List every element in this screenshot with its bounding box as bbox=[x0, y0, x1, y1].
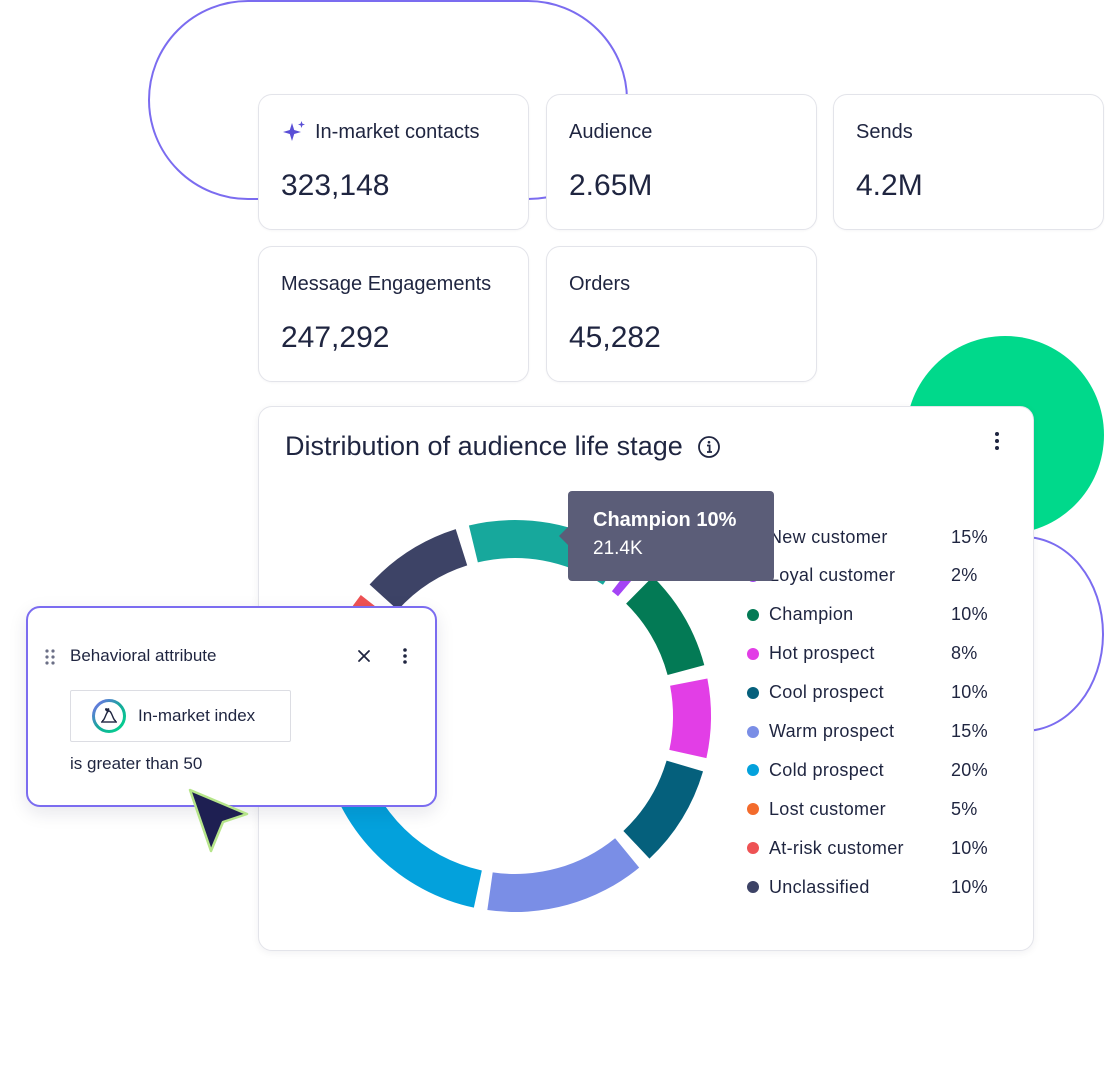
legend-value: 15% bbox=[951, 721, 988, 741]
legend-swatch bbox=[747, 842, 759, 855]
stat-card-in-market-contacts[interactable]: In-market contacts 323,148 bbox=[258, 94, 529, 230]
stat-card-orders[interactable]: Orders 45,282 bbox=[546, 246, 817, 382]
legend-label: Cold prospect bbox=[769, 759, 884, 780]
legend-value: 15% bbox=[951, 526, 988, 547]
legend-item[interactable]: New customer 15% bbox=[747, 523, 1007, 551]
legend-value: 10% bbox=[951, 604, 988, 625]
legend-label: Unclassified bbox=[769, 876, 870, 897]
info-icon[interactable] bbox=[697, 435, 721, 459]
filter-more-options-icon[interactable] bbox=[396, 646, 414, 666]
stat-label: In-market contacts bbox=[315, 120, 480, 143]
stat-value: 247,292 bbox=[281, 321, 390, 354]
donut-slice-cool-prospect[interactable] bbox=[623, 760, 704, 859]
legend-item[interactable]: Champion 10% bbox=[747, 601, 1007, 629]
stat-value: 323,148 bbox=[281, 169, 390, 202]
behavioral-attribute-filter-card[interactable]: Behavioral attribute In-market index is … bbox=[26, 606, 437, 807]
legend-label: Warm prospect bbox=[769, 721, 895, 741]
stat-value: 2.65M bbox=[569, 169, 653, 202]
drag-handle-icon[interactable] bbox=[44, 648, 56, 666]
legend-swatch bbox=[747, 608, 759, 621]
legend-label: Loyal customer bbox=[769, 565, 896, 586]
legend-swatch bbox=[747, 881, 759, 894]
legend-swatch bbox=[747, 647, 759, 660]
legend-label: At-risk customer bbox=[769, 837, 904, 858]
in-market-index-icon bbox=[92, 699, 126, 733]
stat-card-sends[interactable]: Sends 4.2M bbox=[833, 94, 1104, 230]
mouse-cursor-icon bbox=[188, 788, 249, 853]
legend-value: 5% bbox=[951, 798, 978, 819]
legend-item[interactable]: Unclassified 10% bbox=[747, 873, 1007, 901]
legend-swatch bbox=[747, 686, 759, 699]
legend-value: 2% bbox=[951, 565, 978, 586]
legend-swatch bbox=[747, 803, 759, 816]
stat-value: 45,282 bbox=[569, 321, 661, 354]
chart-title: Distribution of audience life stage bbox=[285, 431, 683, 461]
stat-value: 4.2M bbox=[856, 169, 923, 202]
legend-swatch bbox=[747, 725, 759, 738]
stat-card-message-engagements[interactable]: Message Engagements 247,292 bbox=[258, 246, 529, 382]
chart-more-options-icon[interactable] bbox=[987, 429, 1007, 453]
close-icon[interactable] bbox=[354, 646, 374, 666]
legend-label: Cool prospect bbox=[769, 682, 884, 703]
stat-label: Sends bbox=[856, 120, 913, 143]
chip-label: In-market index bbox=[138, 706, 256, 725]
donut-slice-unclassified[interactable] bbox=[369, 529, 468, 611]
legend-item[interactable]: Hot prospect 8% bbox=[747, 640, 1007, 668]
legend-value: 10% bbox=[951, 837, 988, 858]
donut-slice-warm-prospect[interactable] bbox=[487, 838, 640, 912]
stat-label: Audience bbox=[569, 120, 653, 143]
tooltip-title: Champion 10% bbox=[593, 509, 737, 531]
donut-slice-champion[interactable] bbox=[626, 576, 705, 676]
chart-tooltip: Champion 10% 21.4K bbox=[559, 491, 774, 581]
legend-label: Lost customer bbox=[769, 798, 886, 819]
legend-item[interactable]: At-risk customer 10% bbox=[747, 834, 1007, 862]
legend-value: 20% bbox=[951, 759, 988, 780]
sparkle-icon bbox=[283, 121, 305, 141]
legend-label: New customer bbox=[769, 526, 888, 547]
stat-card-audience[interactable]: Audience 2.65M bbox=[546, 94, 817, 230]
legend-item[interactable]: Cold prospect 20% bbox=[747, 756, 1007, 784]
filter-title: Behavioral attribute bbox=[70, 646, 217, 665]
filter-condition: is greater than 50 bbox=[70, 754, 203, 773]
stat-label: Message Engagements bbox=[281, 272, 492, 295]
legend-swatch bbox=[747, 764, 759, 777]
legend-item[interactable]: Lost customer 5% bbox=[747, 795, 1007, 823]
legend-label: Champion bbox=[769, 604, 854, 625]
legend-value: 10% bbox=[951, 876, 988, 897]
legend-item[interactable]: Cool prospect 10% bbox=[747, 679, 1007, 707]
legend-value: 10% bbox=[951, 682, 988, 703]
in-market-index-chip[interactable]: In-market index bbox=[70, 690, 291, 742]
tooltip-value: 21.4K bbox=[593, 538, 643, 559]
stat-label: Orders bbox=[569, 272, 631, 295]
legend-label: Hot prospect bbox=[769, 643, 875, 664]
legend-item[interactable]: Loyal customer 2% bbox=[747, 562, 1007, 590]
legend-item[interactable]: Warm prospect 15% bbox=[747, 718, 1007, 746]
donut-slice-hot-prospect[interactable] bbox=[669, 678, 711, 759]
legend-value: 8% bbox=[951, 643, 978, 664]
